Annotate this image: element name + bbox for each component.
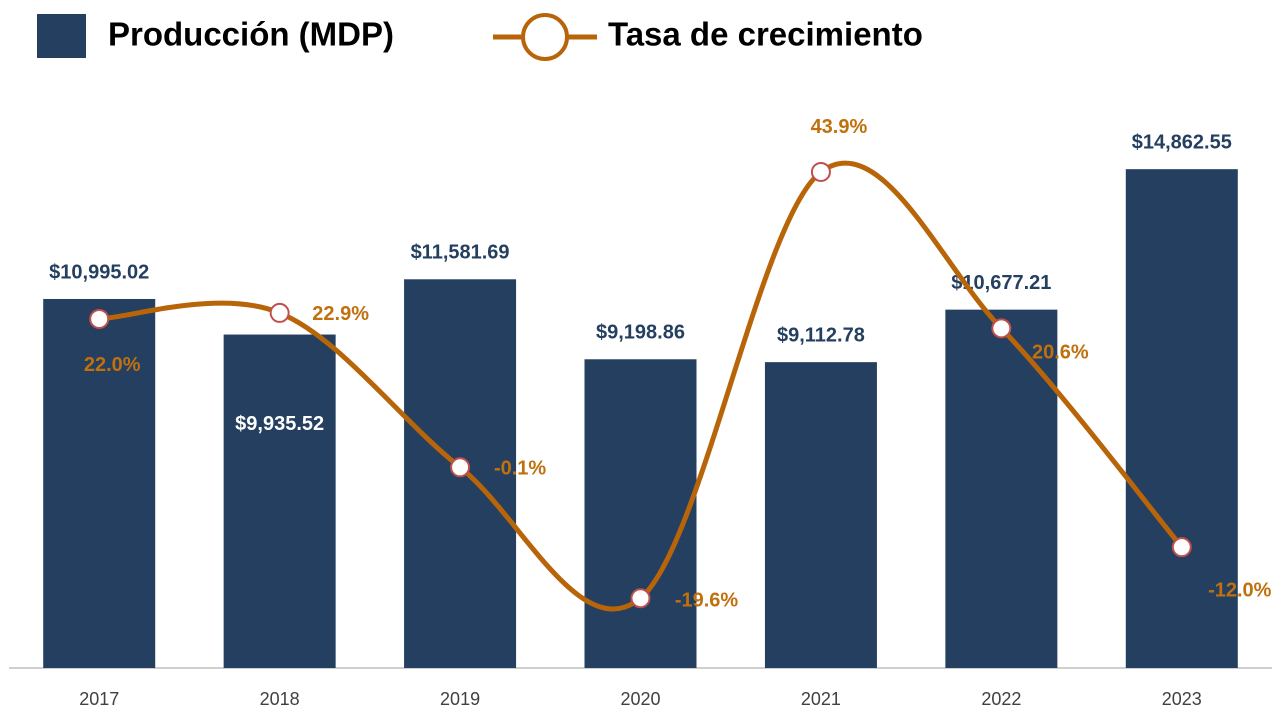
data-label: $10,995.02 — [49, 261, 149, 283]
data-label: $11,581.69 — [411, 242, 510, 264]
legend-swatch-marker — [521, 13, 569, 61]
line-marker — [810, 161, 831, 182]
data-label: -12.0% — [1208, 579, 1272, 601]
data-label: 22.9% — [312, 303, 369, 325]
x-tick-label: 2018 — [260, 689, 300, 709]
x-tick-label: 2021 — [801, 689, 841, 709]
bar — [764, 362, 877, 668]
x-tick-label: 2017 — [79, 689, 119, 709]
line-marker — [89, 308, 110, 329]
data-label: $9,935.52 — [235, 413, 324, 435]
legend-label: Tasa de crecimiento — [608, 16, 923, 53]
line-marker — [630, 588, 651, 609]
data-label: 43.9% — [811, 116, 868, 138]
bar — [1125, 169, 1238, 668]
line-marker — [450, 457, 471, 478]
bar — [43, 298, 156, 668]
data-label: $9,112.78 — [777, 324, 865, 346]
data-label: $10,677.21 — [951, 272, 1051, 294]
data-label: -19.6% — [675, 589, 739, 611]
data-label: 20.6% — [1032, 342, 1089, 364]
legend-swatch-bar — [37, 14, 86, 58]
bar — [223, 334, 336, 668]
line-marker — [269, 302, 290, 323]
bar — [584, 359, 697, 668]
line-marker — [991, 318, 1012, 339]
data-label: $14,862.55 — [1132, 131, 1232, 153]
x-tick-label: 2020 — [620, 689, 660, 709]
data-label: -0.1% — [494, 458, 546, 480]
line-marker — [1171, 537, 1192, 558]
x-tick-label: 2022 — [981, 689, 1021, 709]
data-label: $9,198.86 — [596, 322, 685, 344]
x-tick-label: 2023 — [1162, 689, 1202, 709]
legend-label: Producción (MDP) — [108, 16, 394, 53]
data-label: 22.0% — [84, 354, 141, 376]
x-tick-label: 2019 — [440, 689, 480, 709]
